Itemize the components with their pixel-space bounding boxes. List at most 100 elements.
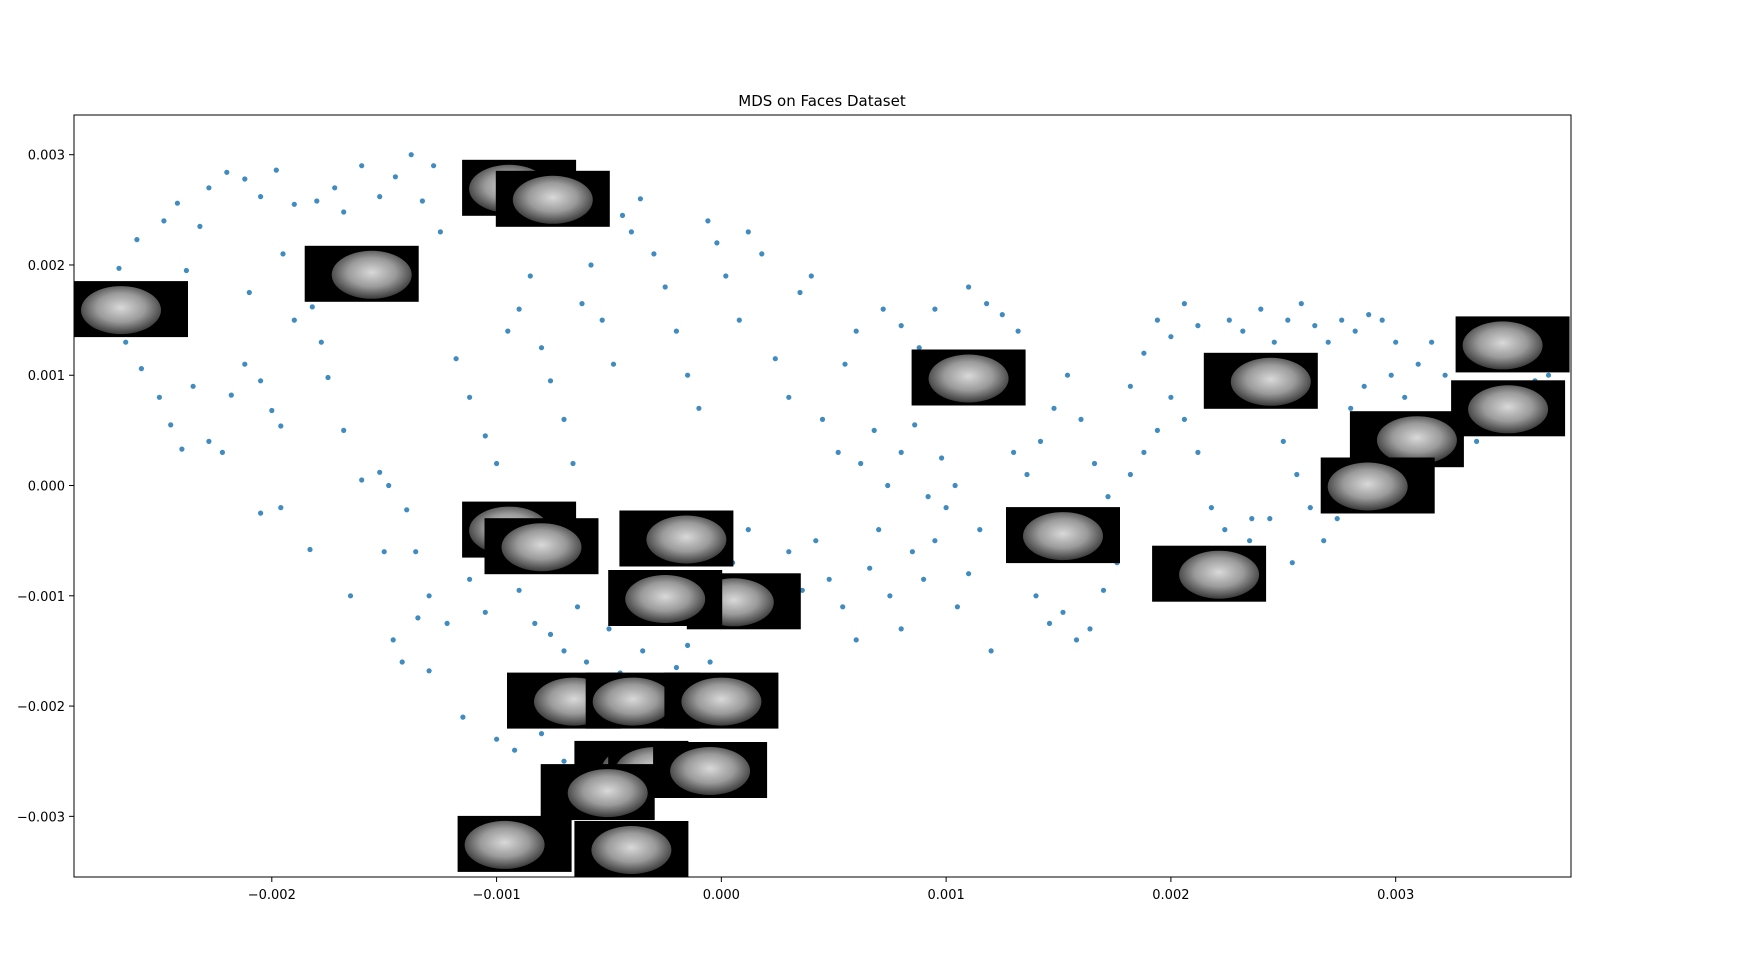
data-point-172: [984, 301, 990, 307]
x-tick-label-1: −0.001: [473, 888, 521, 903]
data-point-234: [1474, 438, 1480, 444]
data-point-194: [1181, 416, 1187, 422]
data-point-102: [516, 587, 522, 593]
data-point-55: [570, 460, 576, 467]
data-point-7: [242, 176, 248, 182]
data-point-241: [1267, 516, 1273, 522]
data-point-167: [880, 306, 886, 312]
data-point-171: [966, 284, 972, 290]
data-point-186: [1073, 637, 1080, 643]
data-point-179: [1064, 372, 1071, 378]
data-point-226: [1361, 383, 1367, 389]
data-point-38: [359, 477, 365, 483]
data-point-201: [1141, 350, 1147, 356]
data-point-52: [538, 345, 545, 351]
x-axis: −0.002 −0.001 0.000 0.001 0.002 0.003: [248, 877, 1414, 903]
face-thumbnail-5: [1203, 352, 1318, 409]
data-point-9: [273, 167, 279, 173]
data-point-122: [511, 747, 518, 753]
data-point-228: [1388, 372, 1394, 378]
data-point-57: [588, 262, 594, 268]
data-point-61: [628, 229, 635, 235]
data-point-139: [786, 549, 792, 555]
face-thumbnail-23: [540, 764, 655, 821]
data-point-90: [258, 510, 264, 516]
data-point-181: [1091, 460, 1098, 467]
data-point-65: [673, 328, 680, 334]
data-point-25: [190, 383, 196, 389]
data-point-155: [977, 527, 983, 533]
data-point-211: [1285, 317, 1291, 323]
data-point-182: [1105, 494, 1111, 500]
face-thumbnail-6: [1455, 316, 1570, 373]
data-point-168: [898, 323, 904, 329]
data-point-149: [909, 549, 916, 555]
face-thumbnail-4: [911, 349, 1026, 406]
data-point-136: [745, 527, 751, 533]
data-point-89: [437, 229, 443, 235]
data-point-240: [1247, 538, 1253, 544]
data-point-78: [819, 416, 826, 422]
data-point-212: [1298, 301, 1304, 307]
face-thumbnail-9: [1320, 457, 1435, 514]
data-point-219: [1393, 339, 1399, 345]
data-point-104: [547, 631, 554, 638]
data-point-157: [858, 460, 864, 467]
face-thumbnail-13: [484, 518, 599, 575]
face-thumbnail-14: [619, 510, 734, 567]
data-point-169: [916, 345, 922, 351]
data-point-63: [651, 251, 657, 257]
data-point-67: [696, 405, 702, 411]
data-point-97: [415, 615, 421, 621]
x-tick-label-3: 0.001: [928, 888, 965, 903]
data-point-68: [705, 218, 711, 224]
data-point-33: [291, 317, 297, 323]
data-point-44: [444, 620, 450, 627]
data-point-100: [482, 609, 488, 615]
data-point-50: [516, 306, 522, 312]
plot-frame: [73, 114, 1572, 878]
data-point-232: [1442, 372, 1448, 378]
points-layer: [116, 152, 1552, 792]
data-point-210: [1271, 339, 1277, 345]
data-point-120: [460, 714, 466, 720]
data-point-184: [1046, 620, 1053, 627]
data-point-229: [1402, 394, 1408, 400]
data-point-21: [138, 366, 144, 372]
data-point-5: [206, 185, 212, 191]
data-point-24: [179, 446, 185, 452]
face-thumbnail-24: [457, 815, 572, 872]
data-point-162: [925, 494, 931, 500]
data-point-40: [386, 482, 392, 489]
data-point-94: [381, 549, 387, 555]
data-point-0: [116, 265, 122, 271]
data-point-173: [999, 312, 1005, 318]
data-point-79: [835, 449, 841, 455]
data-point-47: [482, 433, 488, 439]
data-point-53: [547, 378, 554, 384]
x-tick-label-4: 0.002: [1152, 888, 1189, 903]
thumbnails-layer: [74, 159, 1570, 877]
data-point-105: [561, 648, 567, 654]
data-point-231: [1429, 339, 1435, 345]
data-point-60: [619, 212, 626, 218]
data-point-203: [1168, 334, 1174, 340]
data-point-199: [1249, 516, 1255, 522]
data-point-10: [291, 201, 297, 207]
face-thumbnail-22: [653, 742, 768, 798]
data-point-45: [453, 356, 459, 362]
data-point-46: [467, 394, 473, 400]
data-point-222: [1307, 505, 1313, 511]
data-point-12: [332, 185, 338, 191]
face-thumbnail-18: [585, 672, 700, 729]
data-point-17: [408, 152, 414, 158]
data-point-150: [921, 576, 927, 582]
data-point-154: [966, 571, 972, 577]
y-tick-label-3: 0.000: [28, 480, 65, 495]
y-axis: 0.003 0.002 0.001 0.000 −0.001 −0.002 −0.003: [17, 149, 74, 825]
data-point-196: [1208, 505, 1214, 511]
data-point-41: [404, 507, 410, 513]
data-point-28: [228, 392, 234, 398]
data-point-71: [736, 317, 742, 323]
